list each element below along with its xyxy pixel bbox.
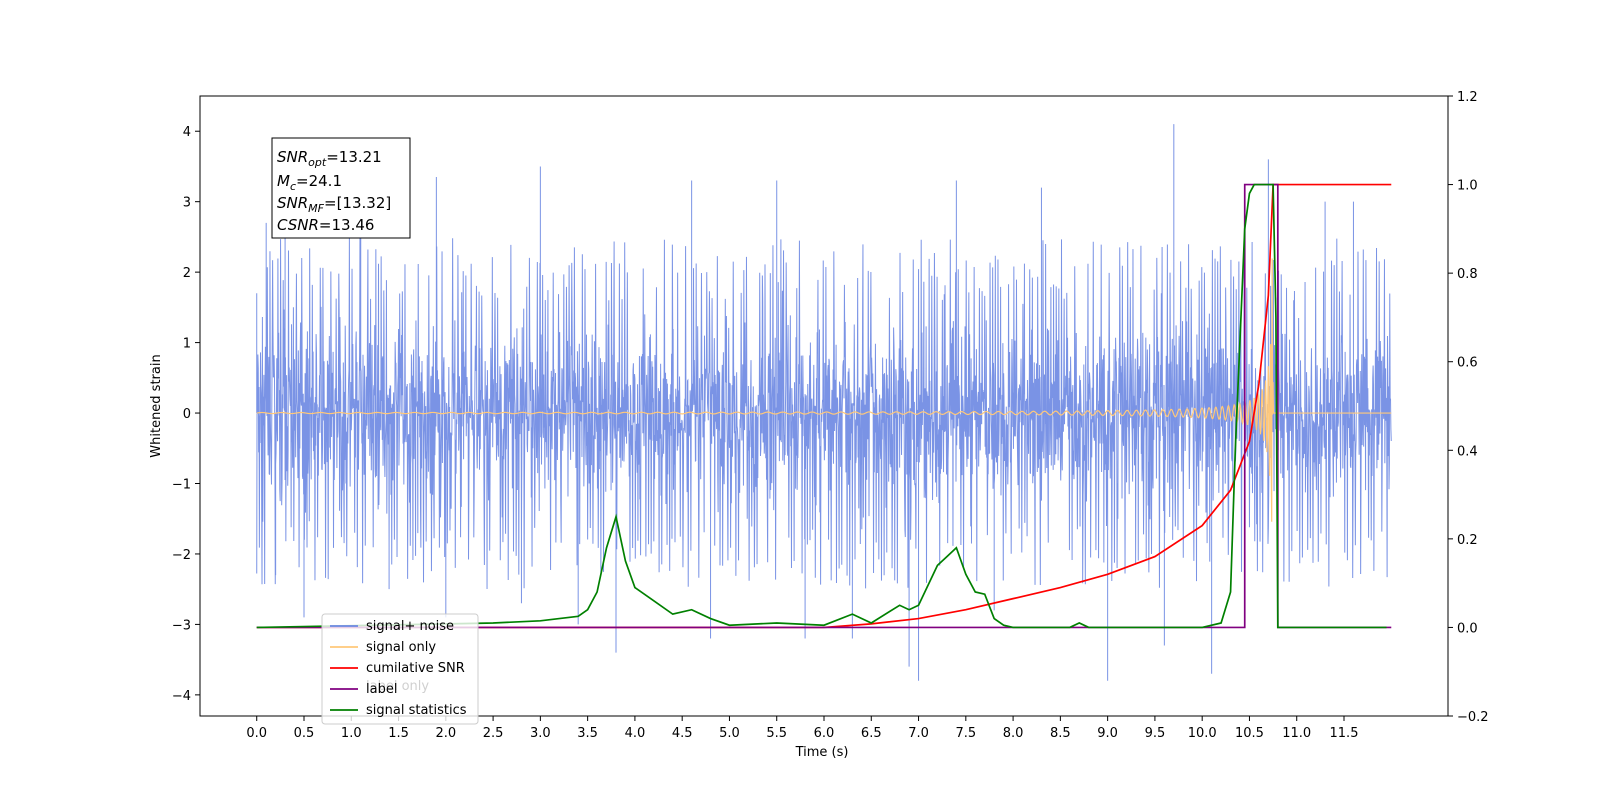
x-tick-label: 0.5 (294, 726, 315, 741)
y-tick-label-right: 0.6 (1457, 356, 1478, 371)
x-tick-label: 11.5 (1330, 726, 1359, 741)
x-tick-label: 7.0 (908, 726, 929, 741)
legend-label: cumilative SNR (366, 661, 465, 676)
x-tick-label: 1.0 (341, 726, 362, 741)
y-tick-label-left: −3 (172, 618, 191, 633)
y-tick-label-left: 0 (183, 407, 191, 422)
x-tick-label: 9.0 (1097, 726, 1118, 741)
x-tick-label: 2.5 (483, 726, 504, 741)
x-axis: 0.0 0.5 1.0 1.5 2.0 2.5 3.0 3.5 4.0 4.5 5.0 5.5 6.0 6… (246, 716, 1358, 741)
y-tick-label-right: 1.0 (1457, 179, 1478, 194)
snr-opt-label: SNR (277, 148, 308, 166)
annotation-box: SNRopt=13.21 Mc=24.1 SNRMF=[13.32] CSNR=… (271, 137, 411, 239)
svg-text:CSNR=13.46: CSNR=13.46 (277, 216, 374, 234)
y-tick-label-left: 2 (183, 266, 191, 281)
y-tick-label-left: 1 (183, 337, 191, 352)
svg-text:SNRopt=13.21: SNRopt=13.21 (277, 148, 382, 169)
x-tick-label: 4.0 (625, 726, 646, 741)
x-tick-label: 7.5 (955, 726, 976, 741)
x-tick-label: 4.5 (672, 726, 693, 741)
y-tick-label-right: 0.2 (1457, 533, 1478, 548)
snr-opt-sub: opt (308, 156, 327, 169)
x-tick-label: 10.0 (1188, 726, 1217, 741)
x-tick-label: 0.0 (246, 726, 267, 741)
x-axis-label: Time (s) (795, 745, 849, 760)
svg-text:Mc=24.1: Mc=24.1 (277, 172, 342, 193)
y-tick-label-left: −1 (172, 478, 191, 493)
series-signal-statistics (256, 183, 1387, 629)
y-tick-label-right: 0.0 (1457, 621, 1478, 636)
x-tick-label: 5.0 (719, 726, 740, 741)
csnr-label: CSNR (277, 216, 319, 234)
x-tick-label: 5.5 (766, 726, 787, 741)
y-axis-left: −4 −3 −2 −1 0 1 2 3 4 (172, 125, 200, 704)
y-tick-label-left: 4 (183, 125, 191, 140)
x-tick-label: 10.5 (1235, 726, 1264, 741)
y-tick-label-left: 3 (183, 196, 191, 211)
y-tick-label-left: −4 (172, 689, 191, 704)
snr-opt-value: =13.21 (326, 148, 382, 166)
y-tick-label-right: 0.8 (1457, 267, 1478, 282)
mc-sub: c (290, 180, 296, 193)
plot-area (256, 124, 1392, 681)
legend-label: label (366, 682, 397, 697)
x-tick-label: 6.0 (814, 726, 835, 741)
y-tick-label-right: 0.4 (1457, 444, 1478, 459)
snr-mf-label: SNR (277, 194, 308, 212)
x-tick-label: 11.0 (1282, 726, 1311, 741)
y-tick-label-right: −0.2 (1457, 710, 1489, 725)
series-signal-noise (256, 124, 1392, 681)
y-tick-label-left: −2 (172, 548, 191, 563)
y-tick-label-right: 1.2 (1457, 90, 1478, 105)
x-tick-label: 2.0 (435, 726, 456, 741)
x-tick-label: 3.5 (577, 726, 598, 741)
x-tick-label: 9.5 (1145, 726, 1166, 741)
mc-label: M (277, 172, 290, 190)
legend-label: signal statistics (366, 703, 467, 718)
legend-hidden-text: label only (366, 679, 429, 694)
x-tick-label: 1.5 (388, 726, 409, 741)
svg-text:SNRMF=[13.32]: SNRMF=[13.32] (277, 194, 391, 215)
csnr-value: =13.46 (319, 216, 375, 234)
legend: label only signal+ noise signal only cumil… (321, 613, 479, 725)
mc-value: =24.1 (296, 172, 342, 190)
series-cumilative-snr (256, 183, 1392, 629)
x-tick-label: 8.0 (1003, 726, 1024, 741)
x-tick-label: 6.5 (861, 726, 882, 741)
series-signal-only (256, 258, 1392, 522)
y-axis-right: −0.2 0.0 0.2 0.4 0.6 0.8 1.0 1.2 (1448, 90, 1489, 725)
y-axis-label: Whitened strain (149, 354, 164, 457)
snr-mf-sub: MF (308, 202, 324, 215)
x-tick-label: 3.0 (530, 726, 551, 741)
x-tick-label: 8.5 (1050, 726, 1071, 741)
snr-mf-value: =[13.32] (324, 194, 391, 212)
legend-label: signal+ noise (366, 619, 454, 634)
legend-label: signal only (366, 640, 436, 655)
legend-frame (321, 613, 479, 725)
